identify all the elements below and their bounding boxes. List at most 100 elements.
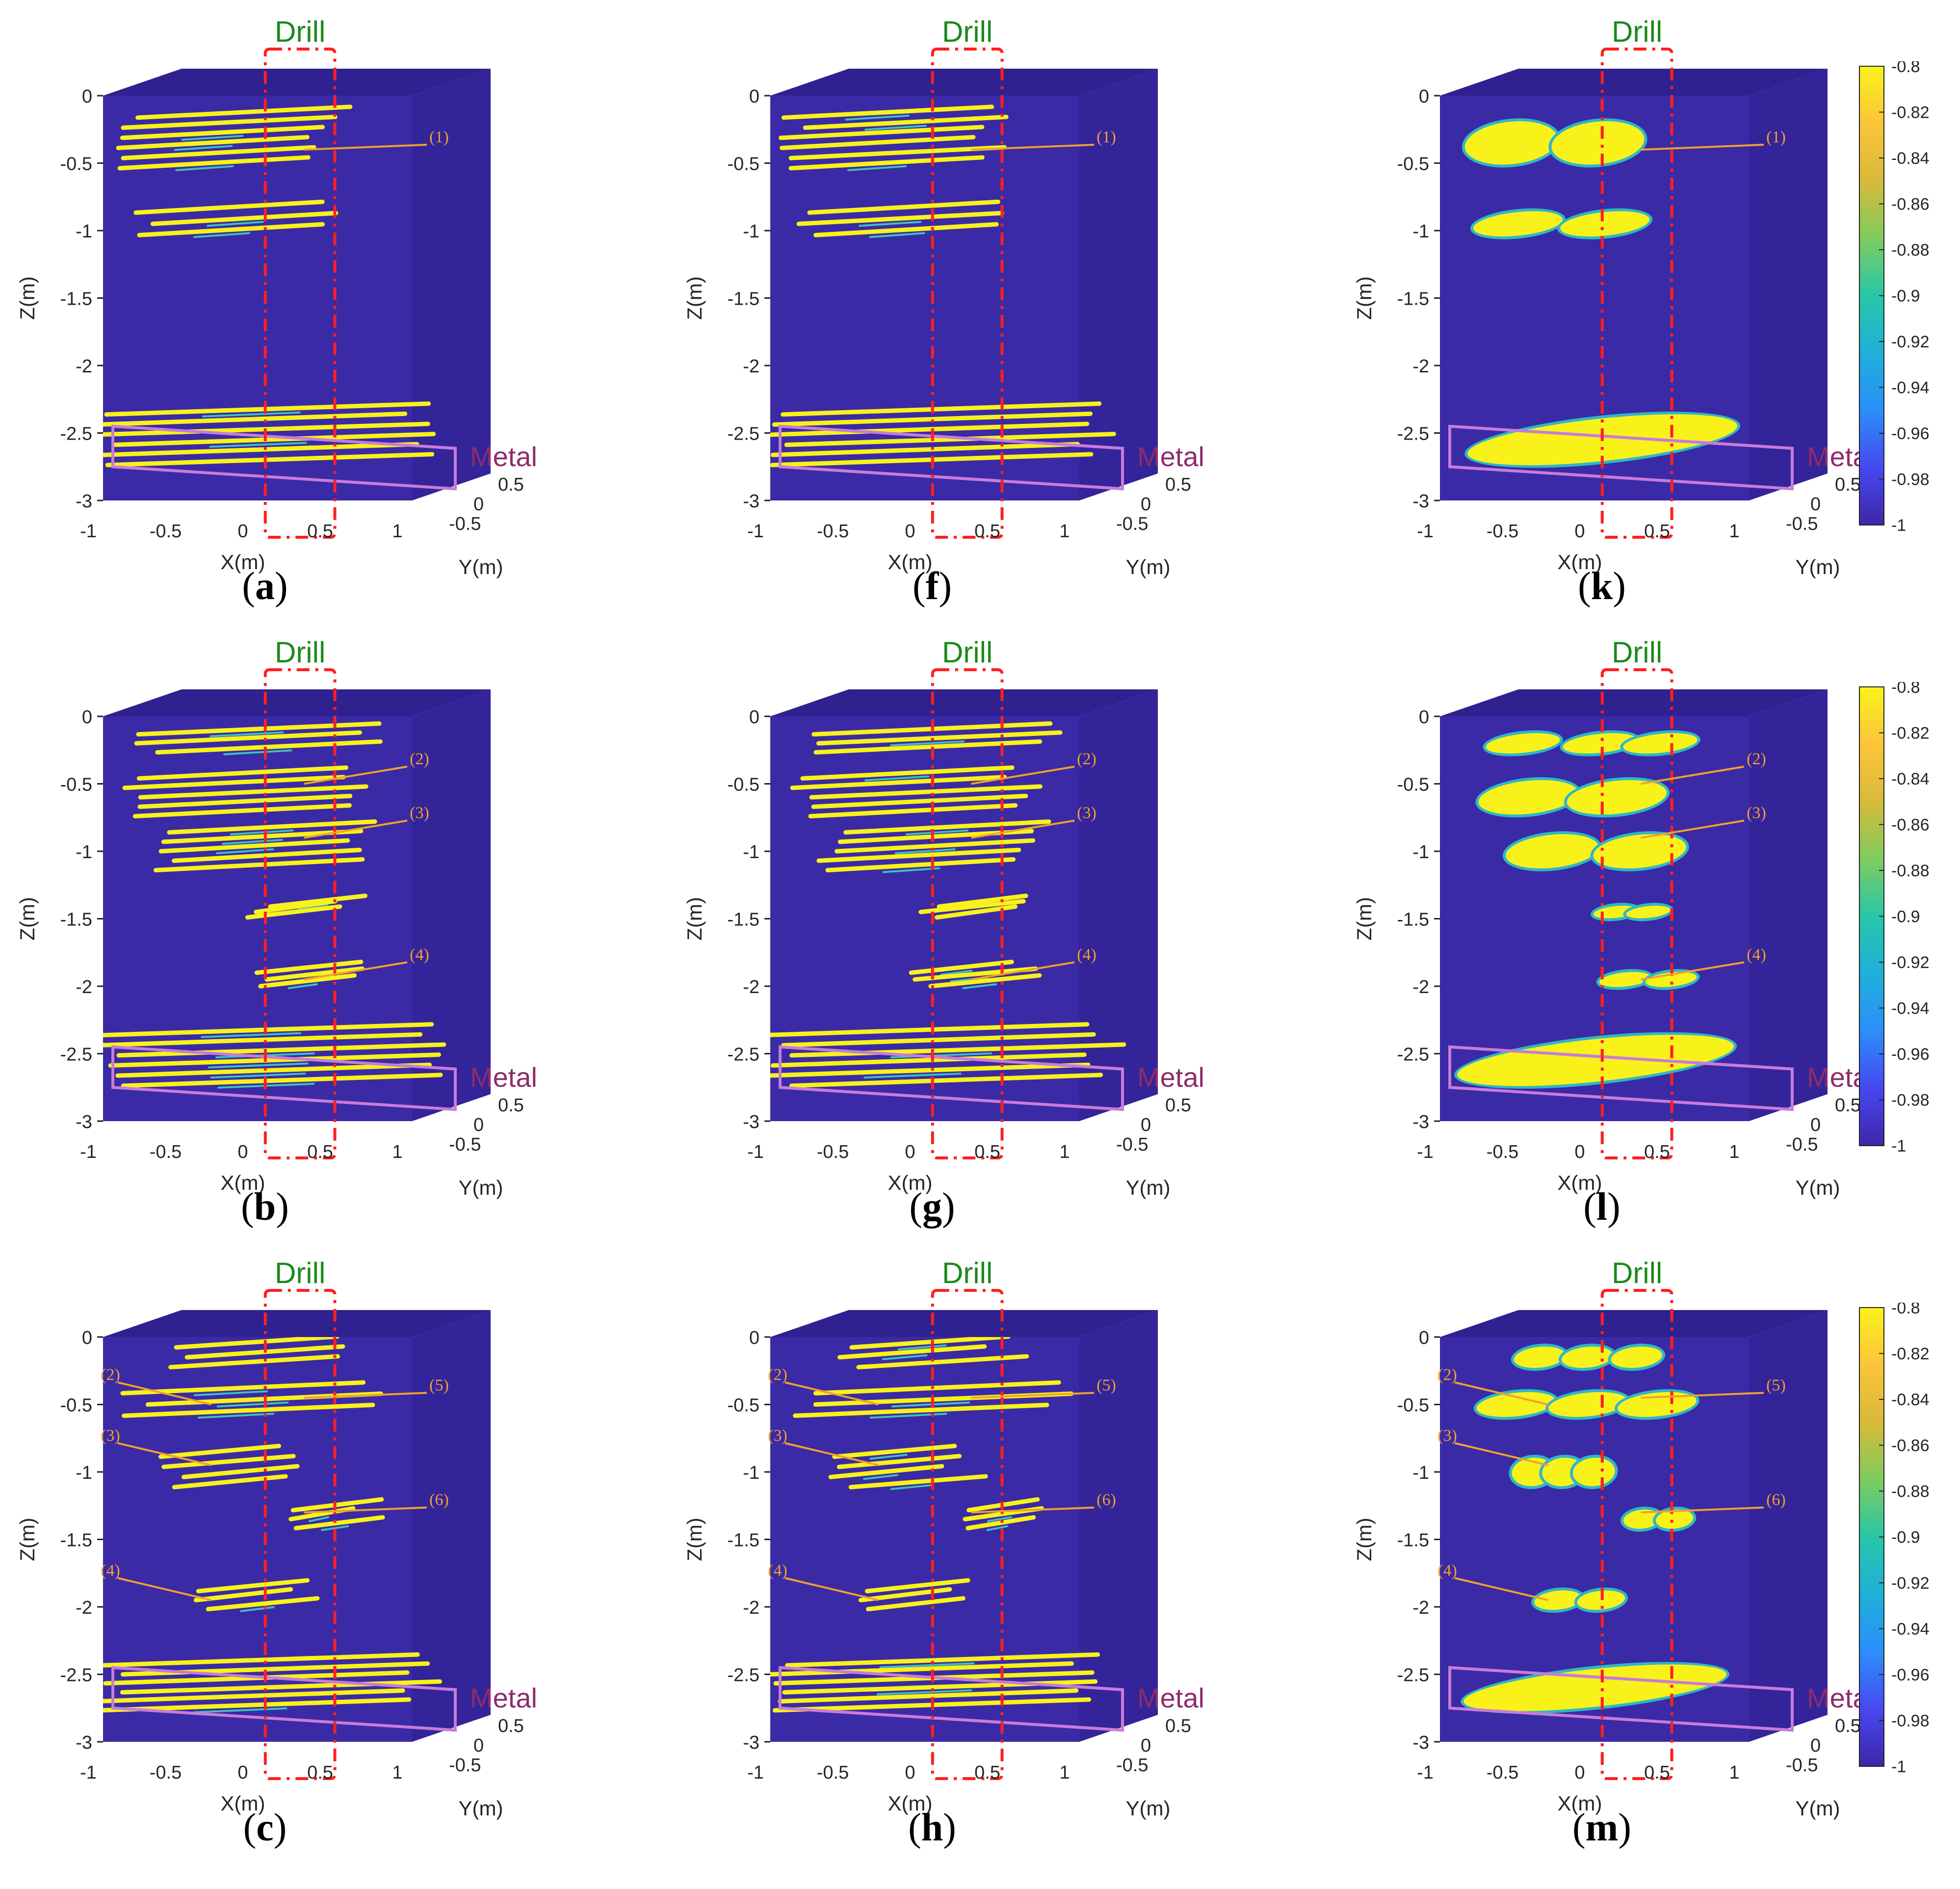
x-tick-label: -0.5 [150, 1762, 182, 1783]
anomaly-stripe [108, 1052, 441, 1068]
annotation-label: (2) [101, 1366, 120, 1384]
anomaly-edge [297, 903, 329, 910]
colorbar-tick-label: -0.94 [1891, 1620, 1930, 1639]
x-tick-label: 0.5 [974, 1762, 1000, 1783]
x-tick-label: -0.5 [817, 1762, 849, 1783]
panel-b: Metal Drill (2) (3) (4) 0 -0.5 -1 -1.5 -2 -2.5 -3 Z(… [0, 621, 559, 1239]
colorbar-tick-label: -0.92 [1891, 333, 1930, 351]
drill-box [263, 48, 337, 539]
metal-box [779, 1045, 1124, 1111]
z-tick-label: 0 [82, 1328, 92, 1348]
anomaly-stripe [803, 114, 1009, 130]
anomaly-stripe [121, 114, 338, 130]
anomaly-stripe [807, 199, 1000, 215]
anomaly-edge [216, 1401, 289, 1408]
metal-label: Metal [470, 441, 537, 472]
z-tick-label: -2 [76, 1598, 92, 1618]
z-tick-label: -1.5 [1397, 1530, 1429, 1551]
x-axis-label: X(m) [1558, 1792, 1602, 1815]
annotation-leader [304, 144, 427, 151]
annotation-label: (2) [410, 750, 429, 768]
colorbar-tick-label: -1 [1891, 1758, 1906, 1774]
z-tick-label: -3 [1412, 1112, 1429, 1132]
anomaly-edge [174, 145, 233, 151]
z-tick-label: -0.5 [60, 1395, 92, 1416]
anomaly-stripe [115, 1062, 432, 1078]
anomaly-stripe [134, 730, 362, 746]
anomaly-stripe [135, 105, 353, 120]
panel-k: Metal Drill (1) 0 -0.5 -1 -1.5 -2 -2.5 -3 Z(m) -1 -0… [1337, 0, 1896, 618]
annotation-leader [1641, 961, 1745, 981]
volume-side-face [1749, 689, 1828, 1121]
anomaly-edge [193, 1707, 287, 1713]
anomaly-edge [845, 114, 910, 121]
anomaly-stripe [843, 819, 1051, 835]
anomaly-stripe [856, 1354, 1029, 1369]
z-tick-label: 0 [749, 1328, 759, 1348]
z-axis-label: Z(m) [1353, 276, 1376, 320]
colorbar-tick-label: -1 [1891, 1137, 1906, 1153]
z-tick-label: -2 [1412, 977, 1429, 997]
volume-top-face [770, 69, 1158, 96]
x-tick-label: 1 [392, 521, 402, 542]
z-tick-label: -1.5 [728, 289, 759, 310]
volume-top-face [770, 689, 1158, 716]
anomaly-stripe [813, 222, 999, 237]
anomaly-stripe [161, 1454, 296, 1469]
anomaly-blob [1577, 1590, 1625, 1610]
z-axis-label: Z(m) [16, 897, 39, 941]
volume-top-face [103, 69, 491, 96]
anomaly-stripe [137, 793, 353, 809]
anomaly-stripe [778, 1688, 1079, 1704]
z-tick-label: -2.5 [1397, 424, 1429, 445]
anomaly-edge [202, 411, 301, 418]
y-tick-label: -0.5 [1116, 1134, 1148, 1155]
anomaly-stripe [770, 1062, 1091, 1078]
x-tick-label: 1 [1729, 521, 1739, 542]
y-tick-label: 0 [473, 494, 484, 515]
anomaly-edge [209, 442, 307, 448]
anomaly-stripe [800, 765, 1015, 781]
anomaly-stripe [103, 1032, 423, 1048]
y-tick-label: -0.5 [449, 514, 481, 534]
x-tick-label: 0 [1574, 521, 1585, 542]
anomaly-stripe [784, 432, 1116, 447]
anomaly-stripe [153, 857, 365, 872]
anomaly-blob [1617, 1392, 1697, 1417]
volume-side-face [1749, 69, 1828, 500]
annotation-label: (5) [429, 1376, 449, 1394]
anomaly-blob [1486, 733, 1560, 754]
y-tick-label: 0 [1141, 1115, 1151, 1135]
x-tick-label: 0.5 [974, 521, 1000, 542]
drill-box [1600, 48, 1673, 539]
colorbar-tick-label: -0.98 [1891, 471, 1930, 489]
z-tick-label: -1 [743, 1463, 759, 1483]
panel-caption-h: (h) [908, 1806, 956, 1849]
z-tick-label: -1.5 [728, 910, 759, 930]
x-tick-label: -0.5 [1487, 1762, 1518, 1783]
x-tick-label: -1 [80, 521, 97, 542]
annotation-label: (4) [1077, 945, 1097, 964]
colorbar-tick-label: -0.86 [1891, 816, 1930, 835]
z-tick-label: -3 [1412, 491, 1429, 512]
anomaly-edge [175, 165, 234, 171]
anomaly-blob [1567, 780, 1667, 815]
anomaly-stripe [121, 145, 316, 160]
anomaly-edge [879, 1662, 975, 1669]
plot-l: MetalDrill(2)(3)(4)0-0.5-1-1.5-2-2.5-3Z(… [1353, 636, 1874, 1199]
anomaly-stripe [293, 1515, 385, 1531]
anomaly-stripe [193, 1587, 293, 1602]
colorbar-tick-label: -0.94 [1891, 999, 1930, 1018]
anomaly-stripe [770, 1661, 1074, 1677]
anomaly-stripe [254, 899, 338, 915]
annotation-leader [1641, 765, 1745, 785]
annotation-label: (3) [1747, 804, 1766, 822]
anomaly-blob [1463, 1664, 1726, 1711]
annotation-leader [971, 1506, 1095, 1514]
colorbar-tick-label: -0.96 [1891, 424, 1930, 443]
anomaly-edge [230, 829, 294, 836]
anomaly-stripe [137, 222, 325, 237]
x-axis-label: X(m) [1558, 551, 1602, 574]
annotation-label: (1) [429, 128, 449, 146]
